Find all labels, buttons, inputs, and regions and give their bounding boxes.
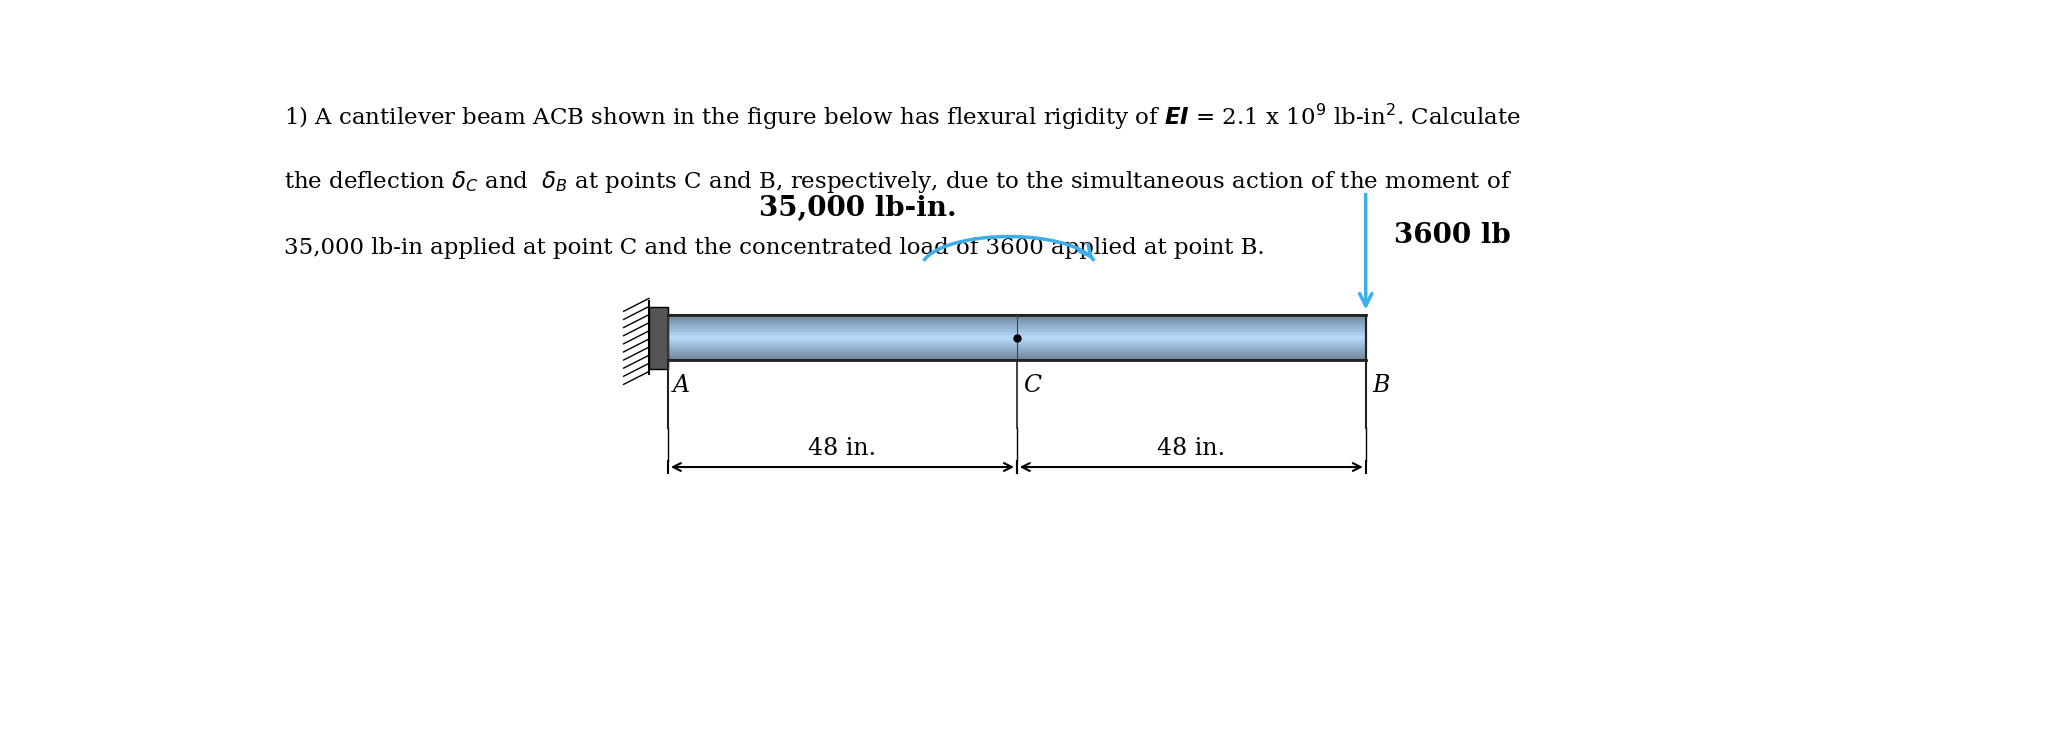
Bar <box>667 345 1367 347</box>
Bar <box>667 350 1367 351</box>
Bar <box>667 337 1367 338</box>
Bar <box>667 316 1367 318</box>
Bar <box>667 323 1367 324</box>
Bar <box>667 315 1367 360</box>
Bar <box>667 330 1367 331</box>
Text: 48 in.: 48 in. <box>808 437 876 461</box>
Text: 35,000 lb-in applied at point C and the concentrated load of 3600 applied at poi: 35,000 lb-in applied at point C and the … <box>284 237 1264 258</box>
Bar <box>667 323 1367 325</box>
Bar <box>667 320 1367 322</box>
Text: 48 in.: 48 in. <box>1158 437 1226 461</box>
Bar <box>667 326 1367 327</box>
Bar <box>667 349 1367 350</box>
Bar <box>667 337 1367 339</box>
Bar <box>667 340 1367 342</box>
Bar <box>667 341 1367 342</box>
Bar <box>667 315 1367 316</box>
Bar <box>667 324 1367 326</box>
Text: C: C <box>1023 374 1041 397</box>
Bar <box>667 342 1367 344</box>
Bar <box>667 347 1367 348</box>
Bar <box>667 325 1367 326</box>
Bar <box>667 354 1367 356</box>
Bar <box>667 327 1367 328</box>
Bar <box>667 315 1367 317</box>
Bar <box>667 331 1367 332</box>
Bar <box>667 336 1367 337</box>
Bar <box>667 319 1367 320</box>
Bar <box>667 345 1367 346</box>
Text: 35,000 lb-in.: 35,000 lb-in. <box>759 195 958 222</box>
Bar <box>667 328 1367 329</box>
Bar <box>667 339 1367 340</box>
Bar <box>667 321 1367 323</box>
Bar <box>667 353 1367 354</box>
Bar <box>667 339 1367 341</box>
Bar <box>667 356 1367 357</box>
Bar <box>667 347 1367 349</box>
Bar <box>667 352 1367 353</box>
Bar <box>667 353 1367 355</box>
Bar <box>667 335 1367 337</box>
Bar <box>667 332 1367 333</box>
Bar <box>667 342 1367 343</box>
Text: 3600 lb: 3600 lb <box>1393 222 1512 249</box>
Text: the deflection $\delta_C$ and  $\delta_B$ at points C and B, respectively, due t: the deflection $\delta_C$ and $\delta_B$… <box>284 169 1512 195</box>
Bar <box>667 318 1367 319</box>
Bar <box>667 348 1367 350</box>
Bar <box>667 358 1367 359</box>
Bar <box>667 320 1367 321</box>
Bar <box>667 317 1367 318</box>
Bar <box>667 322 1367 323</box>
Bar <box>667 346 1367 347</box>
Bar <box>667 344 1367 345</box>
Bar <box>667 338 1367 339</box>
Bar <box>667 333 1367 334</box>
Bar <box>667 357 1367 358</box>
Bar <box>667 359 1367 360</box>
Text: B: B <box>1373 374 1389 397</box>
Bar <box>667 334 1367 336</box>
Bar <box>667 343 1367 345</box>
Bar <box>667 351 1367 353</box>
Bar <box>667 318 1367 320</box>
Text: A: A <box>673 374 690 397</box>
Bar <box>649 307 667 369</box>
Bar <box>667 329 1367 330</box>
Bar <box>667 334 1367 335</box>
Text: 1) A cantilever beam ACB shown in the figure below has flexural rigidity of $\bo: 1) A cantilever beam ACB shown in the fi… <box>284 101 1522 132</box>
Bar <box>667 350 1367 352</box>
